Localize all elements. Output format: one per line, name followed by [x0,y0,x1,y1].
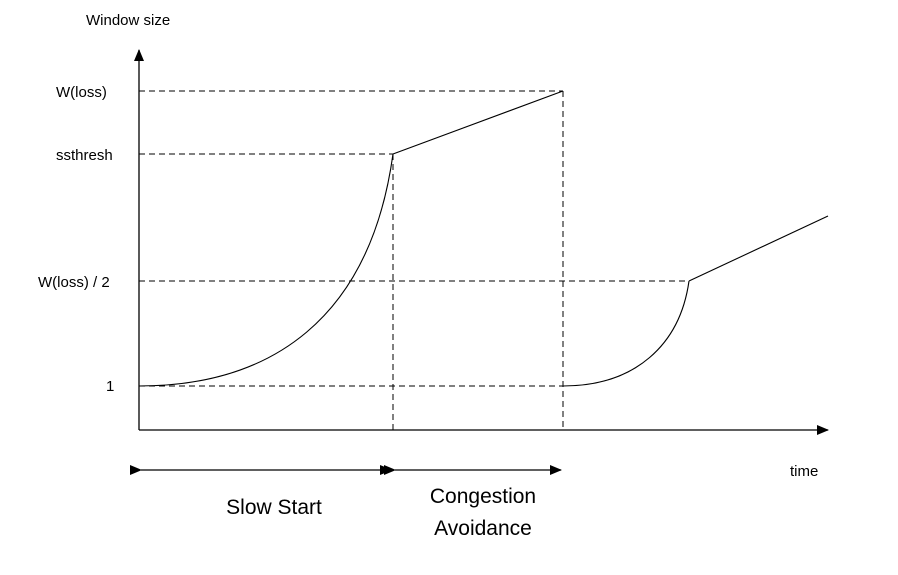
y-level-ssthresh: ssthresh [56,147,113,164]
y-axis-label: Window size [86,12,170,29]
slow-start-label: Slow Start [226,496,322,519]
congestion-avoidance-line [392,90,564,155]
recovery-slow-start-curve [562,280,690,387]
y-level-w-loss-half: W(loss) / 2 [38,274,110,291]
x-axis-label: time [790,463,818,480]
congestion-avoidance-label-line1: Congestion [430,485,536,508]
congestion-avoidance-label-line2: Avoidance [434,517,532,540]
recovery-congestion-avoidance-line [688,215,829,282]
slow-start-curve [138,153,394,387]
y-level-w-loss: W(loss) [56,84,107,101]
y-level-one: 1 [106,378,114,395]
